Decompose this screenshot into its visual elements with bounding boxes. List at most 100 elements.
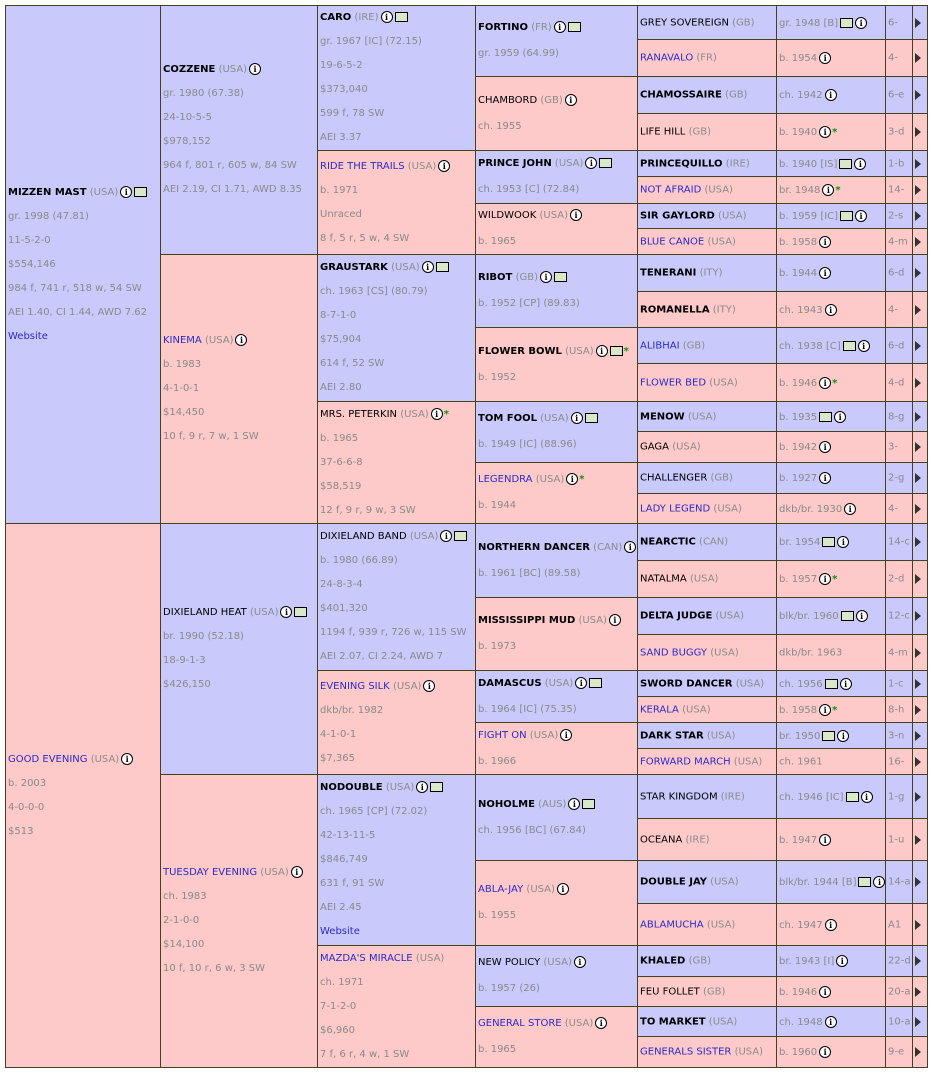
horse-name[interactable]: DELTA JUDGE [640, 610, 713, 622]
horse-name[interactable]: WILDWOOK [478, 210, 537, 221]
horse-name[interactable]: NOHOLME [478, 798, 535, 810]
horse-name[interactable]: FLOWER BED [640, 377, 707, 388]
expand-arrow-icon[interactable] [915, 756, 921, 767]
info-icon[interactable]: i [819, 52, 832, 64]
info-icon[interactable]: i [819, 573, 832, 585]
horse-name[interactable]: SWORD DANCER [640, 678, 733, 689]
horse-name[interactable]: NORTHERN DANCER [478, 541, 590, 553]
expand-cell[interactable] [912, 860, 928, 904]
horse-name[interactable]: TENERANI [640, 267, 697, 279]
mail-icon[interactable] [842, 340, 856, 351]
info-icon[interactable]: i [440, 530, 453, 542]
info-icon[interactable]: i [822, 184, 835, 196]
expand-cell[interactable] [912, 462, 928, 494]
expand-arrow-icon[interactable] [915, 340, 921, 351]
mail-icon[interactable] [819, 411, 833, 422]
info-icon[interactable]: i [837, 729, 850, 742]
horse-name[interactable]: RIBOT [478, 272, 513, 283]
expand-arrow-icon[interactable] [915, 647, 921, 658]
horse-name[interactable]: DIXIELAND BAND [320, 531, 407, 542]
info-icon[interactable]: i [819, 833, 832, 846]
info-icon[interactable]: i [121, 752, 134, 765]
info-icon[interactable]: i [824, 918, 837, 931]
website-link[interactable]: Website [320, 926, 360, 937]
info-icon[interactable]: i [573, 956, 586, 968]
mail-icon[interactable] [394, 12, 408, 22]
expand-arrow-icon[interactable] [915, 442, 921, 452]
horse-name[interactable]: DOUBLE JAY [640, 876, 707, 888]
mail-icon[interactable] [845, 791, 859, 802]
expand-cell[interactable] [912, 818, 928, 861]
horse-name[interactable]: TOM FOOL [478, 413, 537, 424]
expand-cell[interactable] [912, 634, 928, 671]
mail-icon[interactable] [584, 413, 598, 423]
expand-cell[interactable] [912, 39, 928, 77]
website-link[interactable]: Website [8, 330, 48, 342]
expand-arrow-icon[interactable] [915, 574, 921, 584]
horse-name[interactable]: TO MARKET [640, 1016, 706, 1027]
expand-cell[interactable] [912, 76, 928, 114]
info-icon[interactable]: i [824, 89, 837, 101]
expand-cell[interactable] [912, 176, 928, 204]
horse-name[interactable]: CHAMBORD [478, 94, 538, 106]
horse-name[interactable]: GENERAL STORE [478, 1018, 562, 1029]
horse-name[interactable]: STAR KINGDOM [640, 791, 718, 802]
info-icon[interactable]: i [824, 1015, 837, 1028]
horse-name[interactable]: FORTINO [478, 22, 528, 33]
mail-icon[interactable] [435, 262, 449, 272]
info-icon[interactable]: i [380, 11, 393, 23]
info-icon[interactable]: i [873, 876, 885, 888]
expand-arrow-icon[interactable] [915, 17, 921, 28]
expand-arrow-icon[interactable] [915, 986, 921, 997]
expand-arrow-icon[interactable] [915, 791, 921, 802]
expand-arrow-icon[interactable] [915, 158, 921, 169]
expand-cell[interactable] [912, 903, 928, 946]
expand-arrow-icon[interactable] [915, 473, 921, 483]
info-icon[interactable]: i [819, 235, 832, 248]
horse-name[interactable]: GENERALS SISTER [640, 1046, 732, 1058]
horse-name[interactable]: KERALA [640, 704, 679, 715]
horse-name[interactable]: MISSISSIPPI MUD [478, 615, 576, 626]
expand-arrow-icon[interactable] [915, 503, 921, 514]
expand-arrow-icon[interactable] [915, 53, 921, 63]
expand-cell[interactable] [912, 254, 928, 292]
expand-arrow-icon[interactable] [915, 185, 921, 195]
horse-name[interactable]: GOOD EVENING [8, 753, 88, 765]
horse-name[interactable]: RIDE THE TRAILS [320, 160, 405, 172]
expand-cell[interactable] [912, 976, 928, 1007]
expand-cell[interactable] [912, 493, 928, 524]
horse-name[interactable]: ALIBHAI [640, 340, 680, 351]
info-icon[interactable]: i [855, 210, 868, 222]
expand-cell[interactable] [912, 670, 928, 697]
horse-name[interactable]: MIZZEN MAST [8, 186, 87, 198]
horse-name[interactable]: ABLA-JAY [478, 884, 524, 895]
mail-icon[interactable] [454, 531, 468, 541]
info-icon[interactable]: i [575, 676, 588, 689]
horse-name[interactable]: CARO [320, 12, 352, 23]
info-icon[interactable]: i [608, 614, 621, 626]
expand-arrow-icon[interactable] [915, 877, 921, 887]
info-icon[interactable]: i [438, 159, 451, 172]
horse-name[interactable]: DIXIELAND HEAT [163, 607, 247, 618]
expand-cell[interactable] [912, 401, 928, 432]
expand-arrow-icon[interactable] [915, 611, 921, 621]
expand-arrow-icon[interactable] [915, 1016, 921, 1027]
info-icon[interactable]: i [595, 1017, 608, 1029]
expand-arrow-icon[interactable] [915, 704, 921, 715]
expand-arrow-icon[interactable] [915, 90, 921, 100]
info-icon[interactable]: i [560, 728, 573, 741]
info-icon[interactable]: i [120, 185, 133, 198]
mail-icon[interactable] [134, 186, 148, 197]
expand-cell[interactable] [912, 228, 928, 255]
horse-name[interactable]: DAMASCUS [478, 677, 542, 689]
expand-cell[interactable] [912, 748, 928, 775]
info-icon[interactable]: i [235, 334, 248, 346]
expand-arrow-icon[interactable] [915, 127, 921, 137]
info-icon[interactable]: i [857, 339, 870, 352]
info-icon[interactable]: i [585, 157, 598, 169]
info-icon[interactable]: i [824, 303, 837, 316]
mail-icon[interactable] [430, 782, 444, 792]
expand-arrow-icon[interactable] [915, 304, 921, 315]
info-icon[interactable]: i [839, 677, 852, 690]
expand-cell[interactable] [912, 523, 928, 561]
